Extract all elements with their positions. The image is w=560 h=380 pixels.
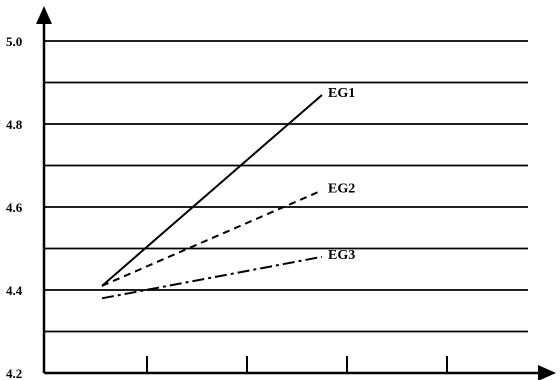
series-line-eg3 <box>101 255 323 300</box>
x-ticks <box>146 356 448 373</box>
series-label-eg3: EG3 <box>328 248 355 263</box>
series-lines: EG1 EG2 EG3 <box>101 86 355 300</box>
y-tick-label: 5.0 <box>6 34 22 49</box>
y-tick-label: 4.6 <box>6 200 23 215</box>
series-label-eg1: EG1 <box>328 86 355 101</box>
y-axis-arrow-icon <box>36 6 52 24</box>
y-tick-labels: 4.2 4.4 4.6 4.8 5.0 <box>6 34 23 380</box>
x-axis-arrow-icon <box>538 365 556 380</box>
y-tick-label: 4.8 <box>6 117 23 132</box>
series-line-eg2 <box>101 189 323 287</box>
axes <box>36 6 556 380</box>
y-tick-label: 4.4 <box>6 283 23 298</box>
grid-lines <box>44 40 528 333</box>
series-label-eg2: EG2 <box>328 181 355 196</box>
y-tick-label: 4.2 <box>6 366 22 380</box>
series-line-eg1 <box>101 94 323 287</box>
